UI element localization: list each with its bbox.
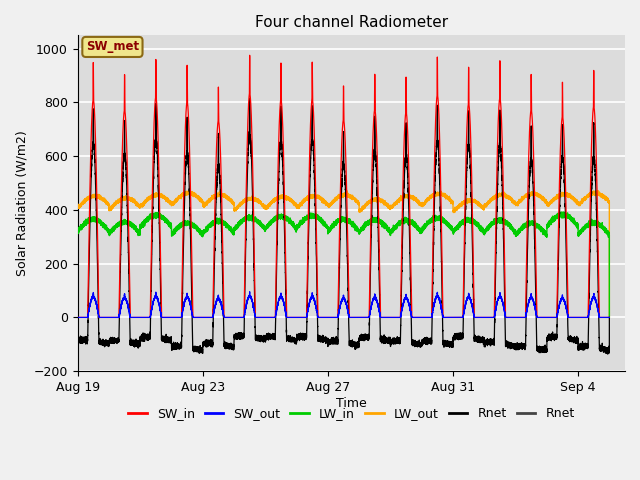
Title: Four channel Radiometer: Four channel Radiometer <box>255 15 448 30</box>
Legend: SW_in, SW_out, LW_in, LW_out, Rnet, Rnet: SW_in, SW_out, LW_in, LW_out, Rnet, Rnet <box>123 402 580 425</box>
X-axis label: Time: Time <box>336 396 367 409</box>
Y-axis label: Solar Radiation (W/m2): Solar Radiation (W/m2) <box>15 131 28 276</box>
Text: SW_met: SW_met <box>86 40 139 53</box>
